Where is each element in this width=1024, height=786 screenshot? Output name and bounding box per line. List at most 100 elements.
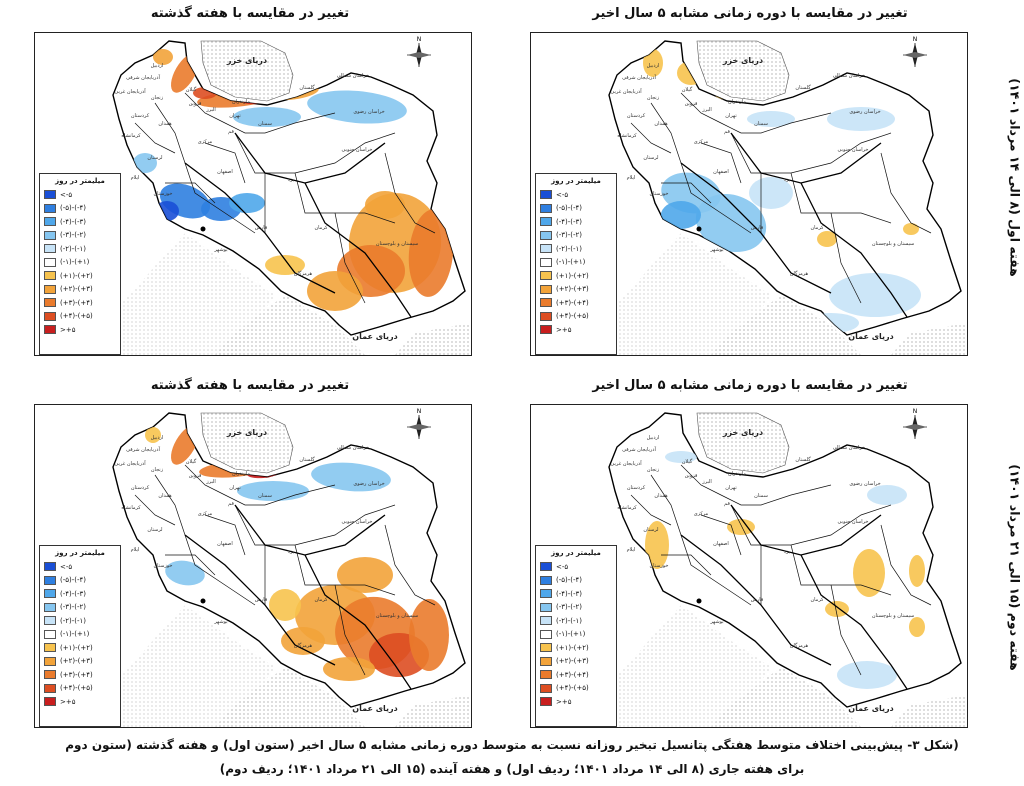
province-label: اردبیل <box>151 63 164 69</box>
province-label: همدان <box>158 121 172 127</box>
province-label: کردستان <box>627 113 646 119</box>
outside-area <box>75 412 471 727</box>
legend-label: >+۵ <box>556 697 572 706</box>
legend-item: (+۲)-(+۳) <box>40 655 120 669</box>
caspian-sea-label: دریای خزر <box>226 56 267 65</box>
legend-item: (-۳)-(-۲) <box>40 601 120 615</box>
province-label: تهران <box>725 485 737 491</box>
province-label: خراسان رضوی <box>849 109 880 115</box>
north-label: N <box>913 36 918 43</box>
legend-label: (+۴)-(+۵) <box>556 312 589 321</box>
legend-item: (+۳)-(+۴) <box>40 668 120 682</box>
province-label: خراسان جنوبی <box>838 519 869 525</box>
legend-swatch <box>540 325 552 335</box>
oman-sea-label: دریای عمان <box>352 704 398 713</box>
iran-map: اردبیل آذربایجان شرقی آذربایجان غربی زنجان گ… <box>571 408 967 727</box>
province-label: خراسان جنوبی <box>342 147 373 153</box>
province-label: قزوین <box>685 473 698 479</box>
province-label: مازندران <box>232 471 250 477</box>
province-label: اصفهان <box>217 541 233 547</box>
province-label: زنجان <box>647 95 660 101</box>
province-label: تهران <box>725 113 737 119</box>
province-label: قزوین <box>189 101 202 107</box>
caspian-sea-label: دریای خزر <box>722 428 763 437</box>
legend: میلیمتر در روز <-۵ (-۵)-(-۴) (-۴)-(-۳) (-۳)… <box>39 545 121 727</box>
province-label: خراسان شمالی <box>833 73 866 79</box>
province-label: خراسان رضوی <box>353 481 384 487</box>
province-label: مرکزی <box>694 511 709 517</box>
legend-item: (-۲)-(-۱) <box>536 614 616 628</box>
legend-item: (+۳)-(+۴) <box>536 296 616 310</box>
province-label: قم <box>724 129 730 135</box>
legend-item: <-۵ <box>536 188 616 202</box>
province-label: سمنان <box>754 121 768 127</box>
province-label: هرمزگان <box>790 642 809 649</box>
province-label: لرستان <box>147 155 163 161</box>
province-label: سمنان <box>258 493 272 499</box>
oman-sea-label: دریای عمان <box>848 332 894 341</box>
legend-label: >+۵ <box>556 325 572 334</box>
legend-swatch <box>540 602 552 612</box>
province-label: آذربایجان شرقی <box>126 446 160 453</box>
outside-area <box>571 40 967 355</box>
province-label: کرمانشاه <box>121 133 141 139</box>
province-label: خراسان شمالی <box>337 445 370 451</box>
legend-swatch <box>540 629 552 639</box>
province-label: سمنان <box>258 121 272 127</box>
outside-area <box>75 40 471 355</box>
legend-label: (-۳)-(-۲) <box>60 231 87 240</box>
legend-item: (-۱)-(+۱) <box>536 256 616 270</box>
legend-label: (-۱)-(+۱) <box>556 258 586 267</box>
legend-item: >+۵ <box>536 695 616 709</box>
province-label: هرمزگان <box>294 642 313 649</box>
legend-label: <-۵ <box>60 562 73 571</box>
north-label: N <box>417 408 422 415</box>
province-label: قزوین <box>685 101 698 107</box>
region-borders <box>184 504 416 696</box>
province-label: گیلان <box>186 458 197 465</box>
province-label: خوزستان <box>154 563 173 569</box>
province-label: سیستان و بلوچستان <box>872 613 914 619</box>
legend-swatch <box>44 230 56 240</box>
legend-item: (-۲)-(-۱) <box>536 242 616 256</box>
legend-swatch <box>540 244 552 254</box>
legend-swatch <box>540 589 552 599</box>
side-label-week1: هفته اول (۸ الی ۱۴ مرداد ۱۴۰۱) <box>1007 78 1023 277</box>
province-label: اصفهان <box>713 541 729 547</box>
caspian-sea-label: دریای خزر <box>226 428 267 437</box>
legend-label: (-۲)-(-۱) <box>60 616 87 625</box>
panel-title-top-right: تغییر در مقایسه با دوره زمانی مشابه ۵ سا… <box>592 6 908 21</box>
province-label: یزد <box>288 177 295 183</box>
legend-item: (+۱)-(+۲) <box>40 269 120 283</box>
legend-label: (+۳)-(+۴) <box>60 670 93 679</box>
legend-swatch <box>44 244 56 254</box>
map-panel-top-left: اردبیل آذربایجان شرقی آذربایجان غربی زنجان گ… <box>34 32 472 356</box>
province-label: مازندران <box>232 99 250 105</box>
legend-item: (-۴)-(-۳) <box>536 215 616 229</box>
province-label: خوزستان <box>650 563 669 569</box>
province-label: ایلام <box>627 175 636 181</box>
province-label: خراسان شمالی <box>337 73 370 79</box>
legend-label: (-۵)-(-۴) <box>556 576 583 585</box>
north-label: N <box>913 408 918 415</box>
north-arrow-icon: N <box>407 408 431 439</box>
map-panel-top-right: اردبیل آذربایجان شرقی آذربایجان غربی زنجان گ… <box>530 32 968 356</box>
oman-sea-label: دریای عمان <box>352 332 398 341</box>
legend-item: <-۵ <box>536 560 616 574</box>
province-label: آذربایجان شرقی <box>126 74 160 81</box>
legend-swatch <box>44 616 56 626</box>
legend-label: (-۱)-(+۱) <box>60 258 90 267</box>
legend-item: (-۲)-(-۱) <box>40 242 120 256</box>
province-label: قم <box>228 501 234 507</box>
province-label: ایلام <box>131 175 140 181</box>
legend-item: >+۵ <box>536 323 616 337</box>
province-label: خراسان جنوبی <box>342 519 373 525</box>
north-arrow-icon: N <box>407 36 431 67</box>
legend-swatch <box>44 656 56 666</box>
legend-item: (-۱)-(+۱) <box>40 628 120 642</box>
legend-label: (+۳)-(+۴) <box>556 298 589 307</box>
province-label: همدان <box>654 121 668 127</box>
region-borders <box>680 132 912 324</box>
province-label: اردبیل <box>647 63 660 69</box>
province-label: فارس <box>255 225 268 231</box>
